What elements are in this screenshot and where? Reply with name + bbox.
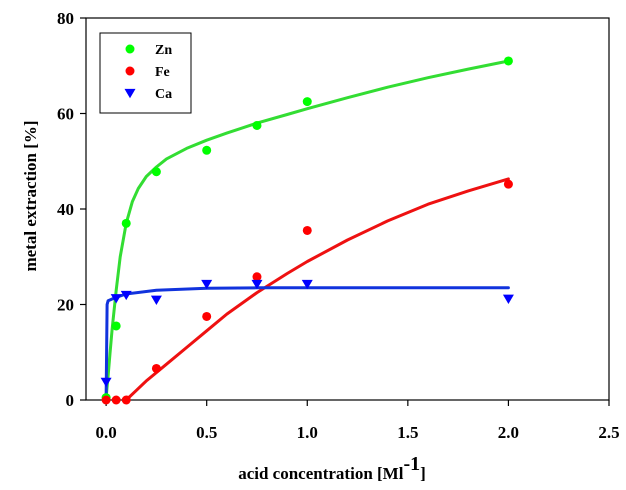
data-point-fe	[503, 179, 513, 189]
data-point-ca	[502, 294, 514, 304]
data-point-fe	[121, 395, 131, 405]
y-axis-ticks: 0 20 40 60 80	[57, 9, 86, 410]
data-point-zn	[151, 167, 161, 177]
fit-line-ca	[104, 286, 510, 402]
legend-label-fe: Fe	[155, 65, 170, 80]
x-tick-label: 2.0	[498, 423, 519, 442]
data-point-zn	[252, 120, 262, 130]
data-point-ca	[301, 279, 313, 290]
data-point-fe	[111, 395, 121, 405]
y-axis-title: metal extraction [%]	[21, 120, 40, 271]
y-tick-label: 60	[57, 105, 74, 124]
data-point-fe	[202, 311, 212, 321]
x-tick-label: 2.5	[598, 423, 619, 442]
data-point-ca	[100, 377, 112, 388]
x-axis-title: acid concentration [Ml-1]	[238, 453, 426, 483]
data-point-zn	[302, 97, 312, 107]
y-tick-label: 20	[57, 296, 74, 315]
data-point-fe	[101, 395, 111, 405]
x-tick-label: 1.0	[297, 423, 318, 442]
y-tick-label: 40	[57, 200, 74, 219]
data-point-ca	[201, 279, 213, 290]
x-axis-ticks: 0.0 0.5 1.0 1.5 2.0 2.5	[95, 400, 620, 442]
legend-marker-zn	[125, 44, 135, 54]
data-point-ca	[120, 290, 132, 301]
legend-marker-ca	[124, 88, 136, 99]
data-point-zn	[503, 56, 513, 66]
x-tick-label: 1.5	[397, 423, 418, 442]
fit-line-zn	[104, 59, 510, 400]
legend-marker-fe	[125, 66, 135, 76]
x-tick-label: 0.0	[95, 423, 116, 442]
fit-lines	[104, 59, 510, 402]
data-point-fe	[252, 272, 262, 282]
data-markers	[100, 56, 514, 405]
legend-label-ca: Ca	[155, 87, 172, 102]
data-point-fe	[302, 225, 312, 235]
fit-line-fe	[124, 177, 510, 402]
x-axis-title-main: acid concentration [Ml	[238, 464, 404, 483]
data-point-zn	[202, 145, 212, 155]
x-tick-label: 0.5	[196, 423, 217, 442]
data-point-ca	[110, 294, 122, 304]
y-tick-label: 0	[66, 391, 75, 410]
data-point-ca	[150, 295, 162, 305]
data-point-zn	[111, 321, 121, 331]
legend-label-zn: Zn	[155, 43, 172, 58]
x-axis-title-superscript: -1	[403, 453, 420, 475]
data-point-zn	[121, 218, 131, 228]
x-axis-title-suffix: ]	[420, 464, 426, 483]
legend: Zn Fe Ca	[99, 32, 192, 114]
legend-box	[99, 32, 192, 114]
y-tick-label: 80	[57, 9, 74, 28]
data-point-fe	[151, 363, 161, 373]
data-point-ca	[251, 279, 263, 290]
